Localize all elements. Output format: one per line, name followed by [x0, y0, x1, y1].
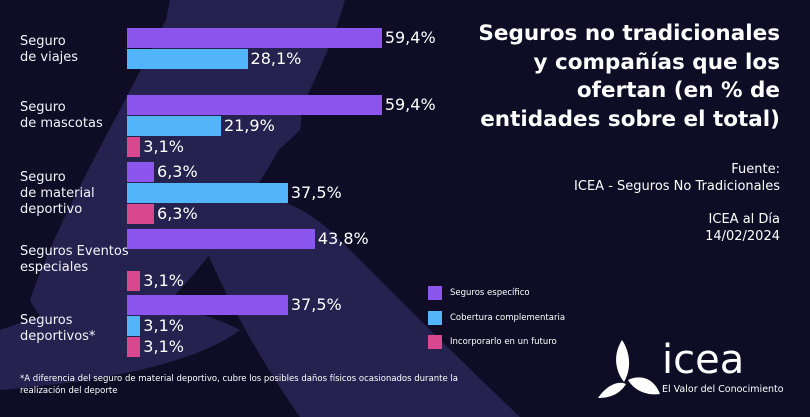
bar	[127, 315, 141, 336]
legend-label: Seguros específico	[450, 288, 530, 298]
legend-item: Seguros específico	[428, 286, 530, 300]
legend-label: Cobertura complementaria	[450, 312, 566, 323]
category-label: Seguro de viajes	[20, 34, 79, 65]
value-label: 59,4%	[384, 28, 436, 47]
value-label: 59,4%	[384, 95, 436, 114]
category-label: Seguros deportivos*	[20, 313, 96, 344]
bar	[127, 28, 382, 48]
value-label: 6,3%	[157, 203, 198, 223]
value-label: 3,1%	[143, 270, 184, 290]
value-label: 37,5%	[290, 182, 342, 202]
bar	[127, 295, 288, 315]
value-label: 3,1%	[143, 315, 184, 335]
value-label: 43,8%	[317, 229, 369, 248]
bar	[127, 182, 288, 203]
value-label: 6,3%	[157, 162, 198, 181]
source-text: ICEA - Seguros No Tradicionales	[574, 179, 780, 194]
value-label: 3,1%	[143, 136, 184, 156]
value-label: 37,5%	[290, 295, 342, 314]
category-label: Seguro de mascotas	[20, 100, 103, 131]
category-label: Seguros Eventos especiales	[20, 244, 129, 275]
date: 14/02/2024	[705, 229, 780, 244]
bar	[127, 136, 141, 157]
chart-title: Seguros no tradicionales y compañías que…	[478, 21, 780, 132]
value-label: 3,1%	[143, 336, 184, 356]
bar	[127, 95, 382, 115]
legend-label: Incorporarlo en un futuro	[450, 337, 557, 347]
source-label: Fuente:	[731, 162, 780, 177]
legend-swatch	[428, 310, 442, 325]
publisher: ICEA al Día	[708, 212, 780, 227]
bar	[127, 48, 248, 69]
icea-logo-icon	[598, 340, 660, 398]
value-label: 28,1%	[250, 48, 302, 68]
bar	[127, 115, 221, 136]
bar	[127, 336, 141, 357]
legend-item: Incorporarlo en un futuro	[428, 335, 557, 349]
legend-swatch	[428, 286, 442, 300]
footnote: *A diferencia del seguro de material dep…	[20, 374, 458, 396]
bar	[127, 229, 315, 249]
logo-tagline: El Valor del Conocimiento	[662, 384, 784, 395]
logo-wordmark: icea	[662, 337, 745, 383]
bar	[127, 270, 141, 291]
value-label: 21,9%	[223, 115, 275, 135]
legend-swatch	[428, 335, 442, 349]
category-label: Seguro de material deportivo	[20, 170, 95, 217]
legend-item: Cobertura complementaria	[428, 310, 566, 325]
bar	[127, 162, 155, 182]
bar	[127, 203, 155, 224]
